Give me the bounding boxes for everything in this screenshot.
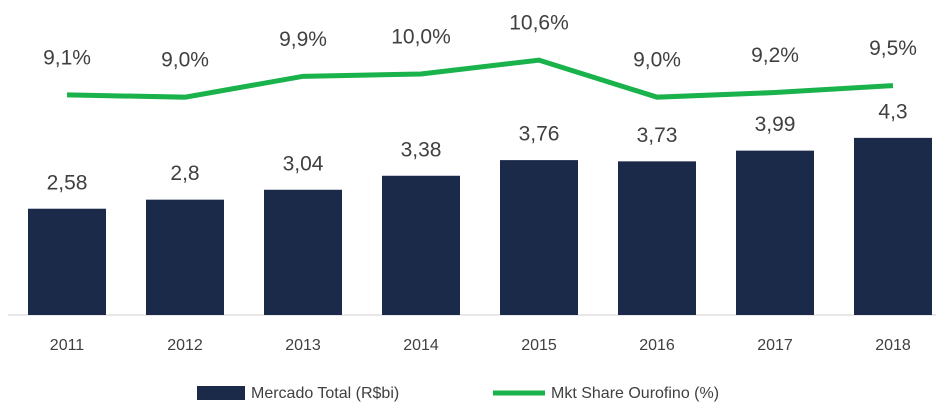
bar-value-label: 4,3 bbox=[878, 100, 907, 123]
bar bbox=[28, 208, 106, 315]
line-value-label: 9,5% bbox=[869, 37, 917, 60]
legend-label: Mercado Total (R$bi) bbox=[251, 385, 399, 402]
x-tick-label: 2013 bbox=[285, 337, 321, 354]
bar bbox=[854, 137, 932, 315]
x-tick-label: 2017 bbox=[757, 337, 793, 354]
line bbox=[66, 57, 894, 100]
line-value-label: 9,2% bbox=[751, 44, 799, 67]
bar bbox=[500, 160, 578, 315]
line-value-label: 10,6% bbox=[509, 12, 569, 35]
bar bbox=[736, 150, 814, 315]
bar-value-label: 3,38 bbox=[401, 138, 442, 161]
line-value-label: 9,1% bbox=[43, 46, 91, 69]
line-value-label: 9,0% bbox=[633, 49, 681, 72]
x-tick-label: 2016 bbox=[639, 337, 675, 354]
x-tick-label: 2014 bbox=[403, 337, 439, 354]
bar bbox=[264, 189, 342, 315]
x-tick-label: 2011 bbox=[50, 337, 85, 354]
line-value-label: 9,0% bbox=[161, 49, 209, 72]
bar-value-label: 2,58 bbox=[47, 171, 88, 194]
bar bbox=[618, 161, 696, 315]
bar-value-label: 3,76 bbox=[519, 123, 560, 146]
bar-value-label: 3,04 bbox=[283, 152, 324, 175]
line-value-label: 9,9% bbox=[279, 28, 327, 51]
bar bbox=[146, 199, 224, 315]
legend-label: Mkt Share Ourofino (%) bbox=[551, 385, 719, 402]
bar-value-label: 3,99 bbox=[755, 113, 796, 136]
x-tick-label: 2012 bbox=[167, 337, 203, 354]
x-tick-label: 2018 bbox=[875, 337, 911, 354]
legend-swatch bbox=[197, 386, 245, 400]
bar-value-label: 3,73 bbox=[637, 124, 678, 147]
line-value-label: 10,0% bbox=[391, 26, 451, 49]
bar bbox=[382, 175, 460, 315]
bar-value-label: 2,8 bbox=[170, 162, 199, 185]
x-tick-label: 2015 bbox=[521, 337, 557, 354]
